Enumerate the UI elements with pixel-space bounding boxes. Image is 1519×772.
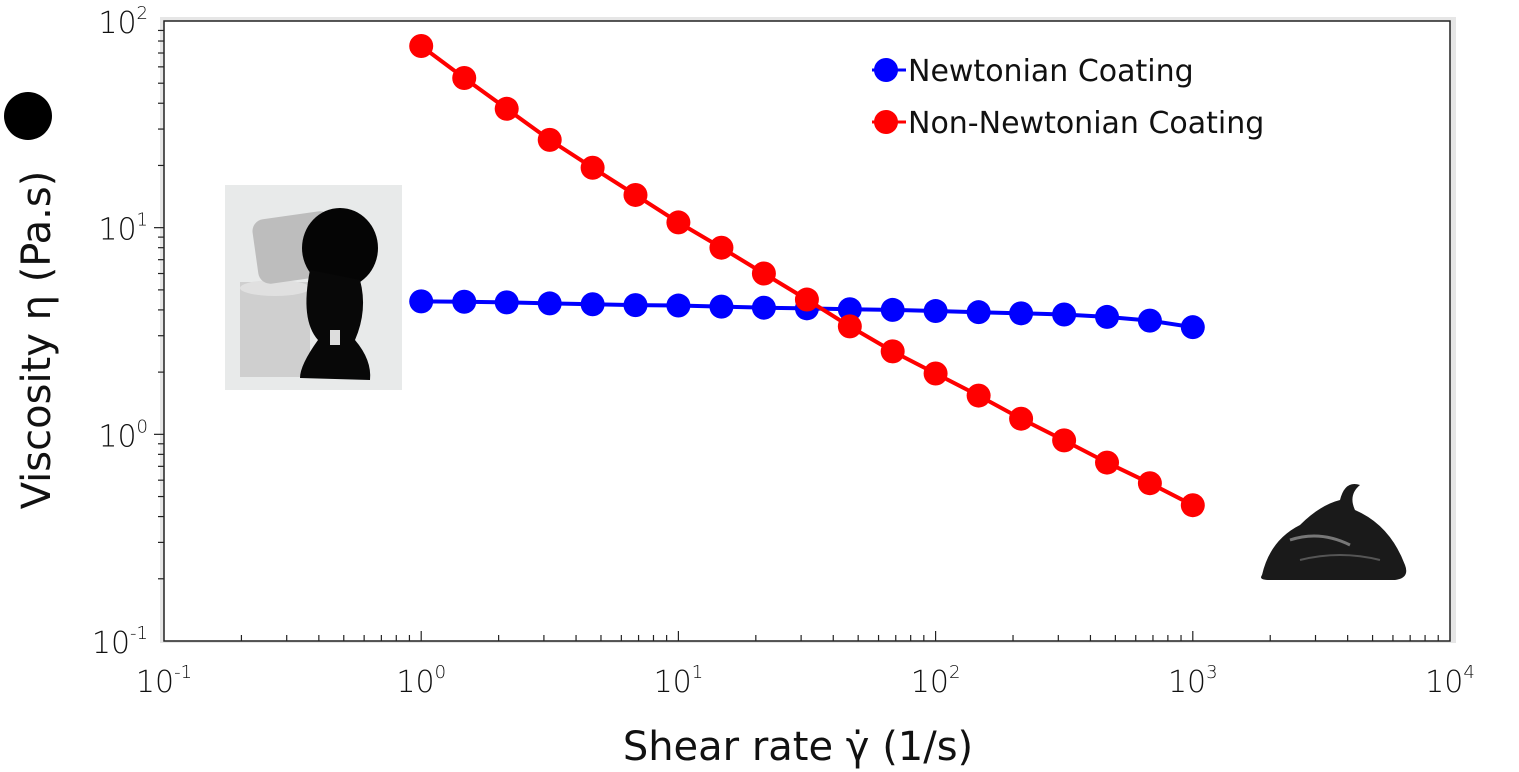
data-point xyxy=(580,155,605,180)
data-point xyxy=(923,361,948,386)
data-point xyxy=(1009,406,1034,431)
data-point xyxy=(409,33,434,58)
y-tick-label: 10-1 xyxy=(92,623,148,661)
data-point xyxy=(966,300,991,325)
legend: Newtonian Coating Non-Newtonian Coating xyxy=(872,54,1264,141)
data-point xyxy=(1009,301,1034,326)
data-point xyxy=(880,339,905,364)
x-tick-label: 103 xyxy=(1168,662,1218,700)
data-point xyxy=(537,291,562,316)
ticks xyxy=(154,29,1439,641)
x-tick-label: 100 xyxy=(396,662,446,700)
legend-marker xyxy=(874,58,898,82)
data-point xyxy=(666,210,691,235)
y-axis-label: Viscosity η (Pa.s) xyxy=(14,171,60,510)
data-point xyxy=(709,294,734,319)
data-point xyxy=(1180,493,1205,518)
data-point xyxy=(409,289,434,314)
data-point xyxy=(1180,315,1205,340)
data-point xyxy=(880,297,905,322)
data-point xyxy=(494,96,519,121)
legend-label: Newtonian Coating xyxy=(908,54,1194,89)
data-point xyxy=(1095,450,1120,475)
data-point xyxy=(580,292,605,317)
data-point xyxy=(1052,302,1077,327)
series xyxy=(409,33,1205,518)
data-point xyxy=(751,295,776,320)
legend-marker xyxy=(874,110,898,134)
data-point xyxy=(837,314,862,339)
x-axis-label: Shear rate γ̇ (1/s) xyxy=(623,724,973,770)
data-point xyxy=(751,261,776,286)
thick-paint-photo xyxy=(1261,484,1407,580)
y-axis-marker-dot xyxy=(4,92,52,140)
data-point xyxy=(623,293,648,318)
x-tick-label: 102 xyxy=(911,662,961,700)
data-point xyxy=(623,182,648,207)
data-point xyxy=(1137,471,1162,496)
x-tick-label: 10-1 xyxy=(136,662,192,700)
y-tick-label: 100 xyxy=(98,416,148,454)
data-point xyxy=(1137,308,1162,333)
pouring-paint-photo xyxy=(225,185,402,390)
x-tick-labels: 10-1 100 101 102 103 104 xyxy=(136,662,1475,700)
y-tick-labels: 10-1 100 101 102 xyxy=(92,3,148,661)
data-point xyxy=(452,65,477,90)
data-point xyxy=(923,299,948,324)
data-point xyxy=(537,127,562,152)
x-tick-label: 101 xyxy=(654,662,704,700)
data-point xyxy=(794,287,819,312)
data-point xyxy=(494,290,519,315)
y-tick-label: 102 xyxy=(98,3,148,41)
x-tick-label: 104 xyxy=(1425,662,1475,700)
y-tick-label: 101 xyxy=(98,210,148,248)
data-point xyxy=(452,289,477,314)
data-point xyxy=(1052,428,1077,453)
data-point xyxy=(1095,304,1120,329)
legend-label: Non-Newtonian Coating xyxy=(908,106,1264,141)
data-point xyxy=(966,383,991,408)
data-point xyxy=(666,293,691,318)
data-point xyxy=(709,235,734,260)
series-non-newtonian xyxy=(409,33,1205,518)
data-point xyxy=(837,297,862,322)
